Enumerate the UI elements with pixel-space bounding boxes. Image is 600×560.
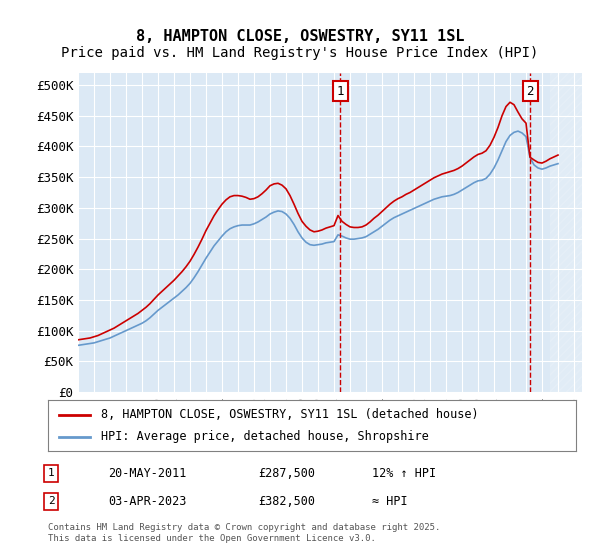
Text: 8, HAMPTON CLOSE, OSWESTRY, SY11 1SL (detached house): 8, HAMPTON CLOSE, OSWESTRY, SY11 1SL (de… xyxy=(101,408,478,421)
Text: 12% ↑ HPI: 12% ↑ HPI xyxy=(372,466,436,480)
Text: 2: 2 xyxy=(526,85,534,97)
Text: £287,500: £287,500 xyxy=(258,466,315,480)
Text: £382,500: £382,500 xyxy=(258,494,315,508)
Text: 1: 1 xyxy=(47,468,55,478)
Text: HPI: Average price, detached house, Shropshire: HPI: Average price, detached house, Shro… xyxy=(101,430,428,443)
Text: 1: 1 xyxy=(337,85,344,97)
Text: Price paid vs. HM Land Registry's House Price Index (HPI): Price paid vs. HM Land Registry's House … xyxy=(61,46,539,60)
Text: Contains HM Land Registry data © Crown copyright and database right 2025.
This d: Contains HM Land Registry data © Crown c… xyxy=(48,524,440,543)
Text: 20-MAY-2011: 20-MAY-2011 xyxy=(108,466,187,480)
Text: 2: 2 xyxy=(47,496,55,506)
Text: 03-APR-2023: 03-APR-2023 xyxy=(108,494,187,508)
Text: ≈ HPI: ≈ HPI xyxy=(372,494,407,508)
Text: 8, HAMPTON CLOSE, OSWESTRY, SY11 1SL: 8, HAMPTON CLOSE, OSWESTRY, SY11 1SL xyxy=(136,29,464,44)
Bar xyxy=(550,73,582,392)
